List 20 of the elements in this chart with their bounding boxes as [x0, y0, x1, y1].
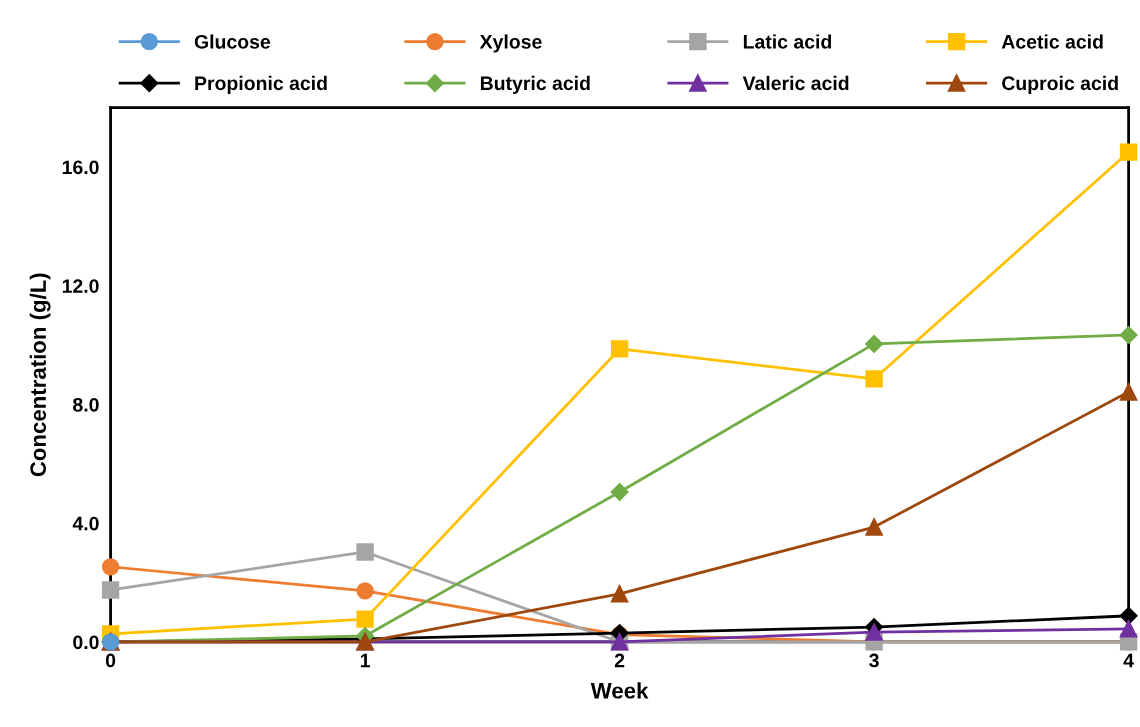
legend-label: Glucose: [194, 34, 271, 49]
legend-label: Butyric acid: [480, 75, 590, 94]
x-tick-label: 2: [614, 653, 625, 668]
y-tick-label: 12.0: [62, 279, 99, 293]
legend-label: Xylose: [479, 34, 542, 53]
legend-label: Latic acid: [743, 34, 832, 49]
y-tick-label: 0.0: [73, 635, 99, 650]
y-axis-title: Concentration (g/L): [29, 273, 51, 477]
y-tick-label: 8.0: [73, 397, 99, 412]
y-tick-label: 4.0: [72, 516, 99, 531]
x-tick-label: 1: [360, 653, 370, 668]
x-tick-label: 0: [105, 653, 116, 668]
legend-label: Valeric acid: [742, 75, 849, 91]
x-tick-label: 3: [869, 653, 879, 668]
legend-label: Propionic acid: [195, 75, 327, 94]
legend-label: Cuproic acid: [1002, 75, 1118, 94]
y-tick-label: 16.0: [62, 160, 99, 175]
x-axis-title: Week: [590, 682, 649, 699]
x-tick-label: 4: [1123, 653, 1134, 668]
legend-label: Acetic acid: [1001, 34, 1103, 49]
